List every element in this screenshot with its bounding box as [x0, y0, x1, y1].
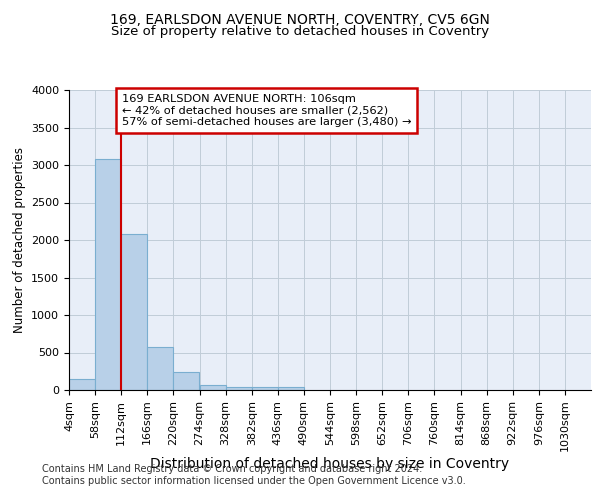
Bar — [95, 159, 121, 390]
Bar — [199, 385, 226, 390]
Bar — [252, 387, 278, 390]
Text: 169, EARLSDON AVENUE NORTH, COVENTRY, CV5 6GN: 169, EARLSDON AVENUE NORTH, COVENTRY, CV… — [110, 12, 490, 26]
Text: Contains HM Land Registry data © Crown copyright and database right 2024.: Contains HM Land Registry data © Crown c… — [42, 464, 422, 474]
X-axis label: Distribution of detached houses by size in Coventry: Distribution of detached houses by size … — [151, 457, 509, 471]
Bar — [121, 234, 148, 390]
Bar — [148, 347, 173, 390]
Bar — [226, 387, 252, 390]
Text: 169 EARLSDON AVENUE NORTH: 106sqm
← 42% of detached houses are smaller (2,562)
5: 169 EARLSDON AVENUE NORTH: 106sqm ← 42% … — [122, 94, 412, 127]
Bar — [69, 379, 95, 390]
Text: Size of property relative to detached houses in Coventry: Size of property relative to detached ho… — [111, 25, 489, 38]
Bar — [173, 372, 199, 390]
Y-axis label: Number of detached properties: Number of detached properties — [13, 147, 26, 333]
Bar — [278, 387, 304, 390]
Text: Contains public sector information licensed under the Open Government Licence v3: Contains public sector information licen… — [42, 476, 466, 486]
